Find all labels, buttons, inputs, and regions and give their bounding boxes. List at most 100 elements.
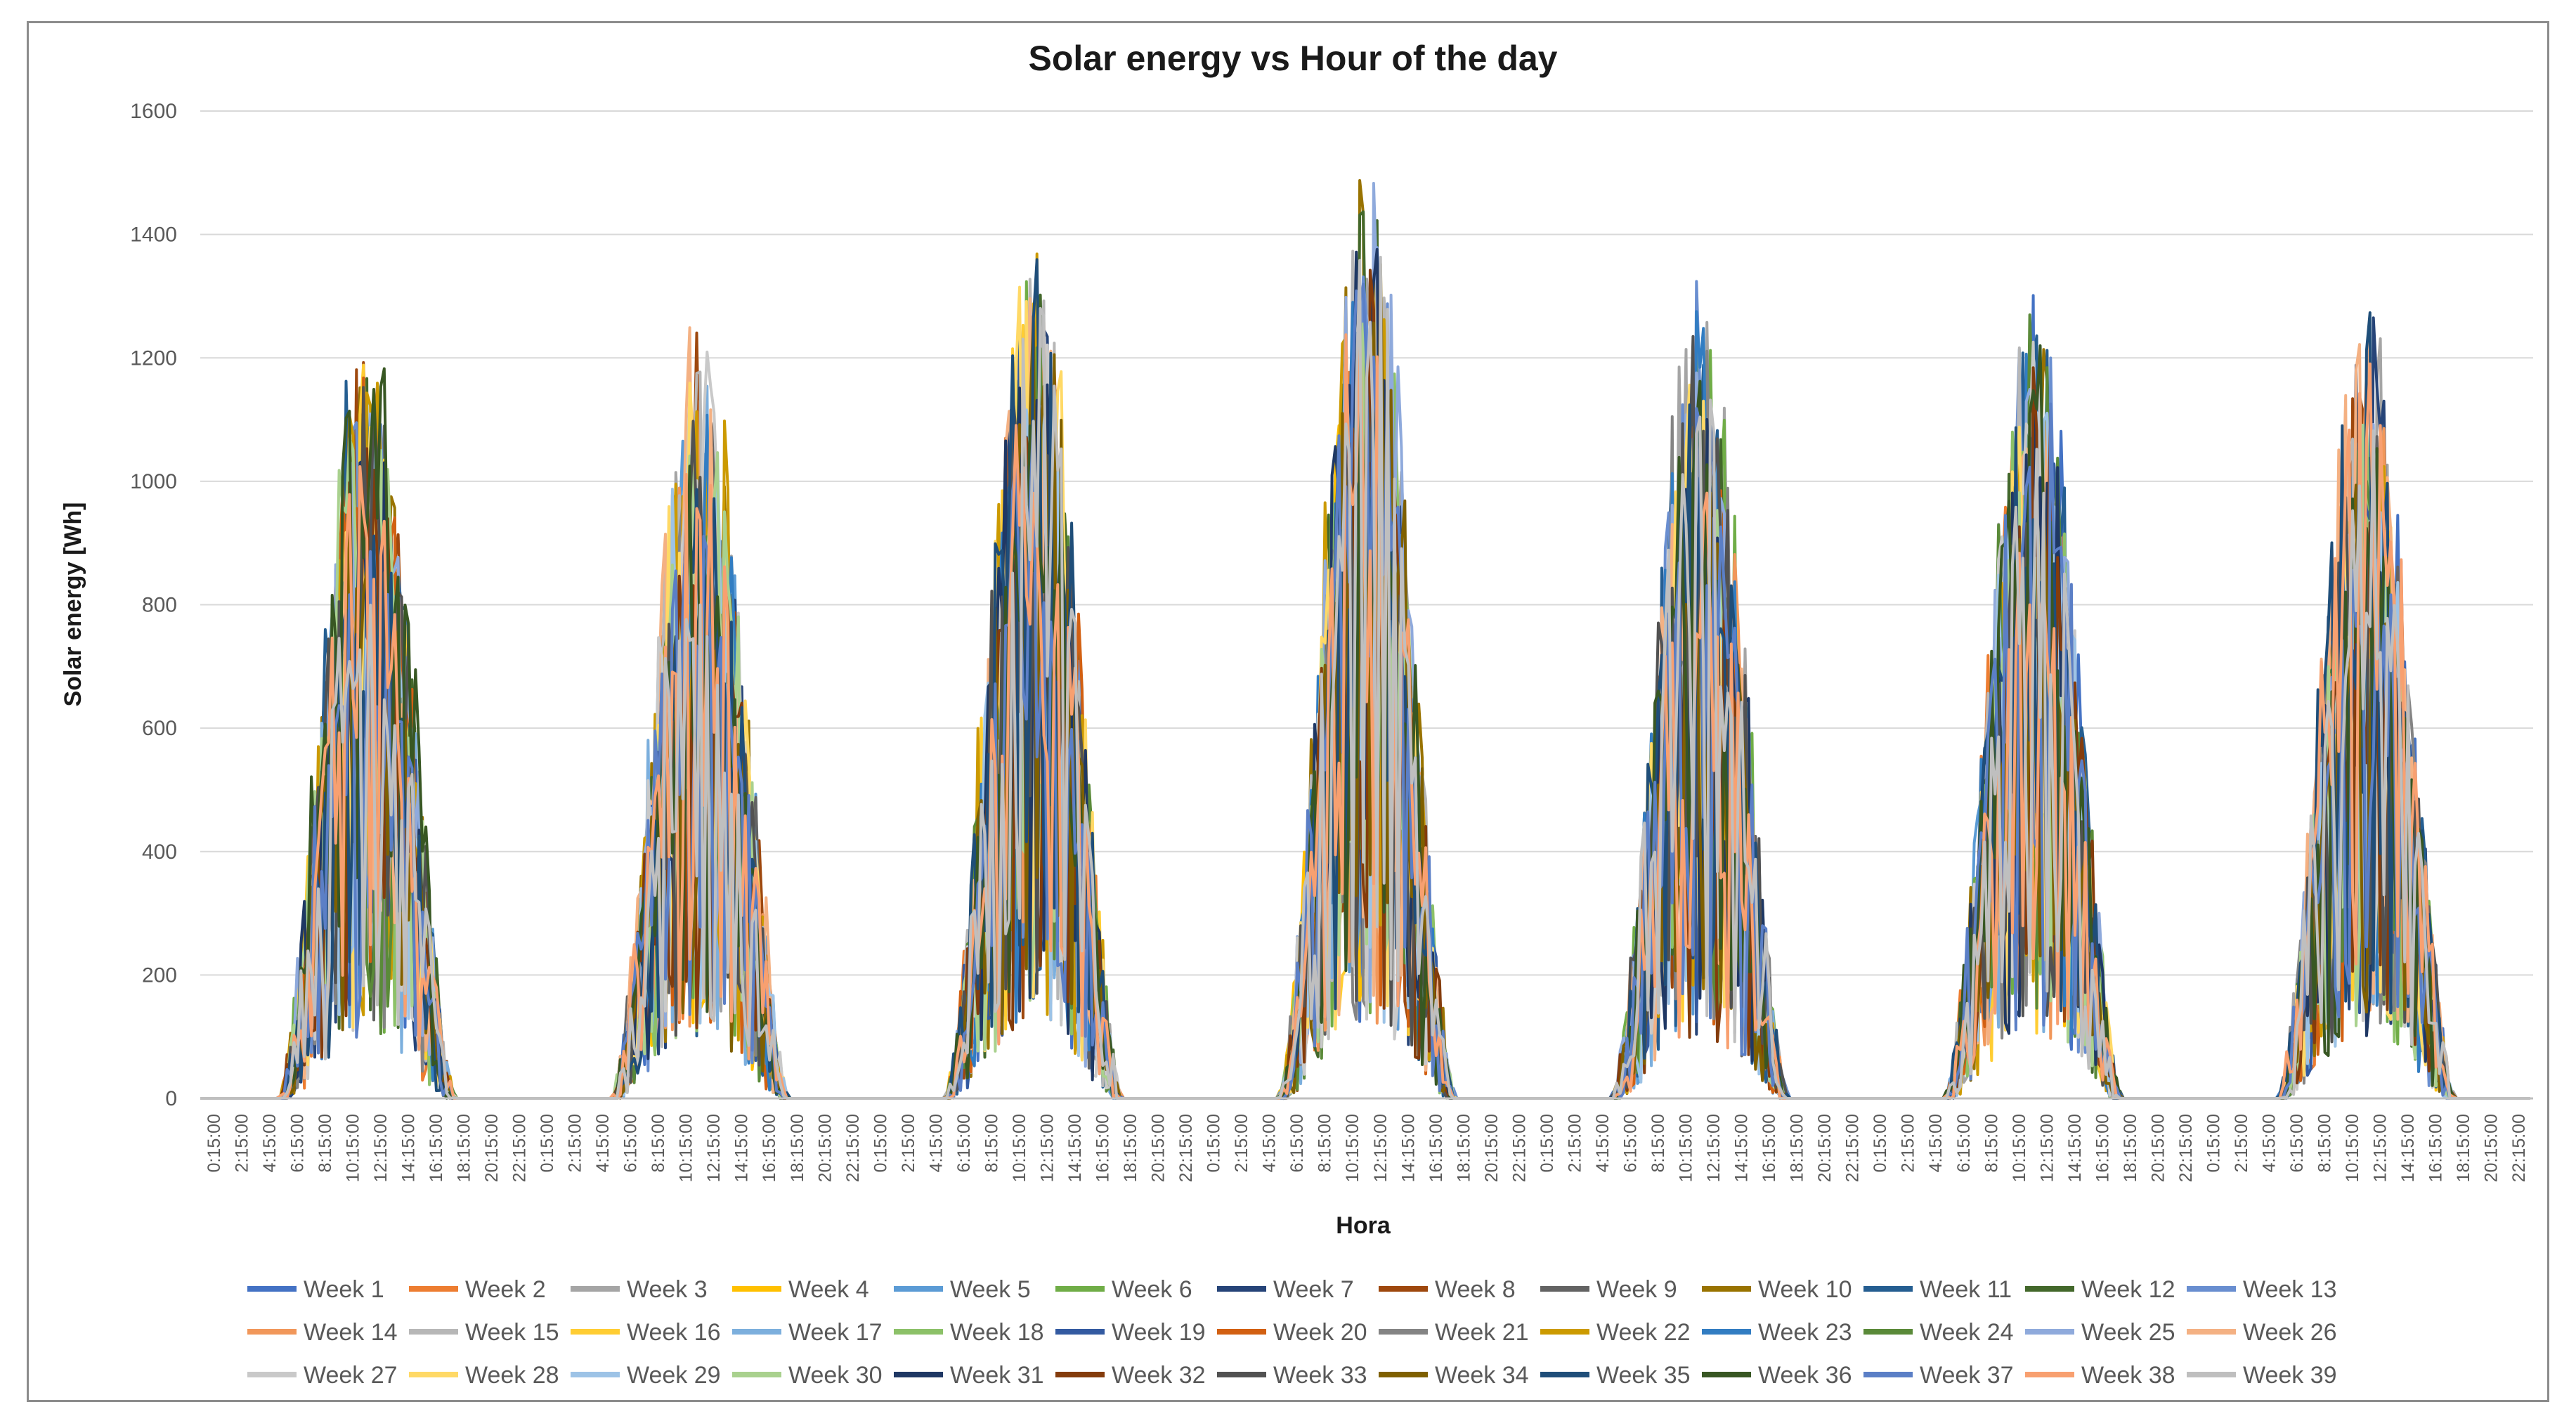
x-tick-label: 18:15:00 bbox=[454, 1114, 474, 1182]
x-tick-label: 14:15:00 bbox=[398, 1114, 418, 1182]
y-tick-label: 0 bbox=[165, 1087, 177, 1110]
legend-label: Week 22 bbox=[1596, 1319, 1691, 1346]
x-tick-label: 20:15:00 bbox=[815, 1114, 835, 1182]
legend-label: Week 2 bbox=[465, 1276, 546, 1303]
x-tick-label: 8:15:00 bbox=[1315, 1114, 1335, 1172]
x-tick-label: 16:15:00 bbox=[1426, 1114, 1446, 1182]
x-tick-label: 14:15:00 bbox=[732, 1114, 752, 1182]
legend-label: Week 12 bbox=[2081, 1276, 2175, 1303]
x-tick-label: 12:15:00 bbox=[2371, 1114, 2390, 1182]
x-tick-label: 18:15:00 bbox=[1121, 1114, 1140, 1182]
x-tick-label: 0:15:00 bbox=[1537, 1114, 1557, 1172]
y-axis-title: Solar energy [Wh] bbox=[60, 502, 86, 707]
x-tick-label: 20:15:00 bbox=[1149, 1114, 1169, 1182]
x-tick-label: 20:15:00 bbox=[482, 1114, 502, 1182]
x-tick-label: 0:15:00 bbox=[1204, 1114, 1224, 1172]
legend-label: Week 6 bbox=[1112, 1276, 1192, 1303]
x-tick-label: 10:15:00 bbox=[1677, 1114, 1696, 1182]
legend-label: Week 17 bbox=[788, 1319, 883, 1346]
x-tick-label: 20:15:00 bbox=[2482, 1114, 2502, 1182]
x-tick-label: 8:15:00 bbox=[1982, 1114, 2001, 1172]
x-tick-label: 10:15:00 bbox=[1343, 1114, 1362, 1182]
x-tick-label: 14:15:00 bbox=[2398, 1114, 2418, 1182]
x-tick-label: 8:15:00 bbox=[1648, 1114, 1668, 1172]
x-tick-label: 22:15:00 bbox=[2176, 1114, 2196, 1182]
legend-label: Week 29 bbox=[627, 1362, 721, 1389]
y-tick-label: 600 bbox=[142, 717, 177, 740]
y-tick-label: 1400 bbox=[130, 223, 177, 247]
legend-label: Week 16 bbox=[627, 1319, 721, 1346]
chart-title: Solar energy vs Hour of the day bbox=[1029, 39, 1558, 78]
legend-label: Week 3 bbox=[627, 1276, 708, 1303]
x-tick-label: 14:15:00 bbox=[1065, 1114, 1085, 1182]
x-tick-label: 14:15:00 bbox=[2065, 1114, 2085, 1182]
x-tick-label: 22:15:00 bbox=[843, 1114, 863, 1182]
series-lines bbox=[200, 178, 2530, 1100]
x-tick-label: 12:15:00 bbox=[704, 1114, 724, 1182]
x-tick-label: 22:15:00 bbox=[1843, 1114, 1863, 1182]
legend-label: Week 28 bbox=[465, 1362, 559, 1389]
x-tick-label: 6:15:00 bbox=[1620, 1114, 1640, 1172]
x-tick-label: 16:15:00 bbox=[1093, 1114, 1113, 1182]
x-tick-label: 22:15:00 bbox=[2509, 1114, 2529, 1182]
x-tick-label: 2:15:00 bbox=[1232, 1114, 1251, 1172]
legend-label: Week 9 bbox=[1596, 1276, 1677, 1303]
x-tick-label: 2:15:00 bbox=[1565, 1114, 1585, 1172]
legend-label: Week 1 bbox=[304, 1276, 384, 1303]
legend-label: Week 27 bbox=[304, 1362, 398, 1389]
legend-label: Week 8 bbox=[1435, 1276, 1516, 1303]
x-tick-label: 12:15:00 bbox=[2037, 1114, 2057, 1182]
x-tick-label: 6:15:00 bbox=[954, 1114, 974, 1172]
x-tick-label: 22:15:00 bbox=[1176, 1114, 1196, 1182]
legend-label: Week 31 bbox=[950, 1362, 1044, 1389]
legend-label: Week 37 bbox=[1920, 1362, 2014, 1389]
x-tick-label: 8:15:00 bbox=[2315, 1114, 2335, 1172]
x-tick-label: 6:15:00 bbox=[1287, 1114, 1307, 1172]
x-tick-label: 16:15:00 bbox=[760, 1114, 779, 1182]
x-tick-label: 14:15:00 bbox=[1398, 1114, 1418, 1182]
x-tick-label: 10:15:00 bbox=[677, 1114, 696, 1182]
legend: Week 1 Week 2 Week 3 Week 4 Week 5 Week 6 Week… bbox=[247, 1276, 2337, 1389]
x-tick-label: 4:15:00 bbox=[260, 1114, 280, 1172]
y-tick-label: 800 bbox=[142, 594, 177, 617]
x-tick-label: 0:15:00 bbox=[204, 1114, 224, 1172]
legend-label: Week 32 bbox=[1112, 1362, 1206, 1389]
legend-label: Week 21 bbox=[1435, 1319, 1529, 1346]
legend-label: Week 34 bbox=[1435, 1362, 1529, 1389]
x-tick-label: 12:15:00 bbox=[1037, 1114, 1057, 1182]
x-tick-label: 22:15:00 bbox=[510, 1114, 530, 1182]
x-tick-label: 0:15:00 bbox=[871, 1114, 890, 1172]
chart-frame bbox=[27, 21, 2549, 1402]
x-tick-label: 18:15:00 bbox=[2454, 1114, 2473, 1182]
x-tick-label: 4:15:00 bbox=[1926, 1114, 1946, 1172]
x-tick-label: 4:15:00 bbox=[926, 1114, 946, 1172]
legend-label: Week 38 bbox=[2081, 1362, 2175, 1389]
x-tick-label: 0:15:00 bbox=[2204, 1114, 2223, 1172]
legend-label: Week 19 bbox=[1112, 1319, 1206, 1346]
x-axis-ticks: 0:15:00 2:15:00 4:15:00 6:15:00 8:15:00 10:15… bbox=[204, 1114, 2529, 1182]
legend-label: Week 23 bbox=[1758, 1319, 1852, 1346]
y-tick-label: 1600 bbox=[130, 100, 177, 123]
x-tick-label: 0:15:00 bbox=[1871, 1114, 1890, 1172]
y-tick-label: 1200 bbox=[130, 346, 177, 370]
x-tick-label: 4:15:00 bbox=[593, 1114, 613, 1172]
legend-label: Week 24 bbox=[1920, 1319, 2014, 1346]
x-tick-label: 18:15:00 bbox=[1788, 1114, 1807, 1182]
x-tick-label: 12:15:00 bbox=[1704, 1114, 1724, 1182]
legend-label: Week 4 bbox=[788, 1276, 869, 1303]
y-axis-ticks: 0 200 400 600 800 1000 1200 1400 1600 bbox=[130, 100, 177, 1110]
x-tick-label: 18:15:00 bbox=[1454, 1114, 1474, 1182]
x-tick-label: 6:15:00 bbox=[621, 1114, 641, 1172]
x-tick-label: 16:15:00 bbox=[2426, 1114, 2446, 1182]
legend-label: Week 10 bbox=[1758, 1276, 1852, 1303]
legend-label: Week 11 bbox=[1920, 1276, 2012, 1303]
x-tick-label: 10:15:00 bbox=[2010, 1114, 2029, 1182]
legend-label: Week 36 bbox=[1758, 1362, 1852, 1389]
legend-label: Week 5 bbox=[950, 1276, 1031, 1303]
x-tick-label: 2:15:00 bbox=[899, 1114, 918, 1172]
x-tick-label: 2:15:00 bbox=[232, 1114, 252, 1172]
x-tick-label: 8:15:00 bbox=[982, 1114, 1001, 1172]
x-tick-label: 16:15:00 bbox=[2093, 1114, 2112, 1182]
x-tick-label: 12:15:00 bbox=[371, 1114, 391, 1182]
